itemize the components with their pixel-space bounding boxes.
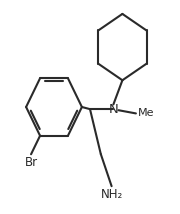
Text: Me: Me — [138, 108, 154, 118]
Text: Br: Br — [24, 156, 38, 169]
Text: NH₂: NH₂ — [100, 188, 123, 201]
Text: N: N — [109, 103, 118, 116]
